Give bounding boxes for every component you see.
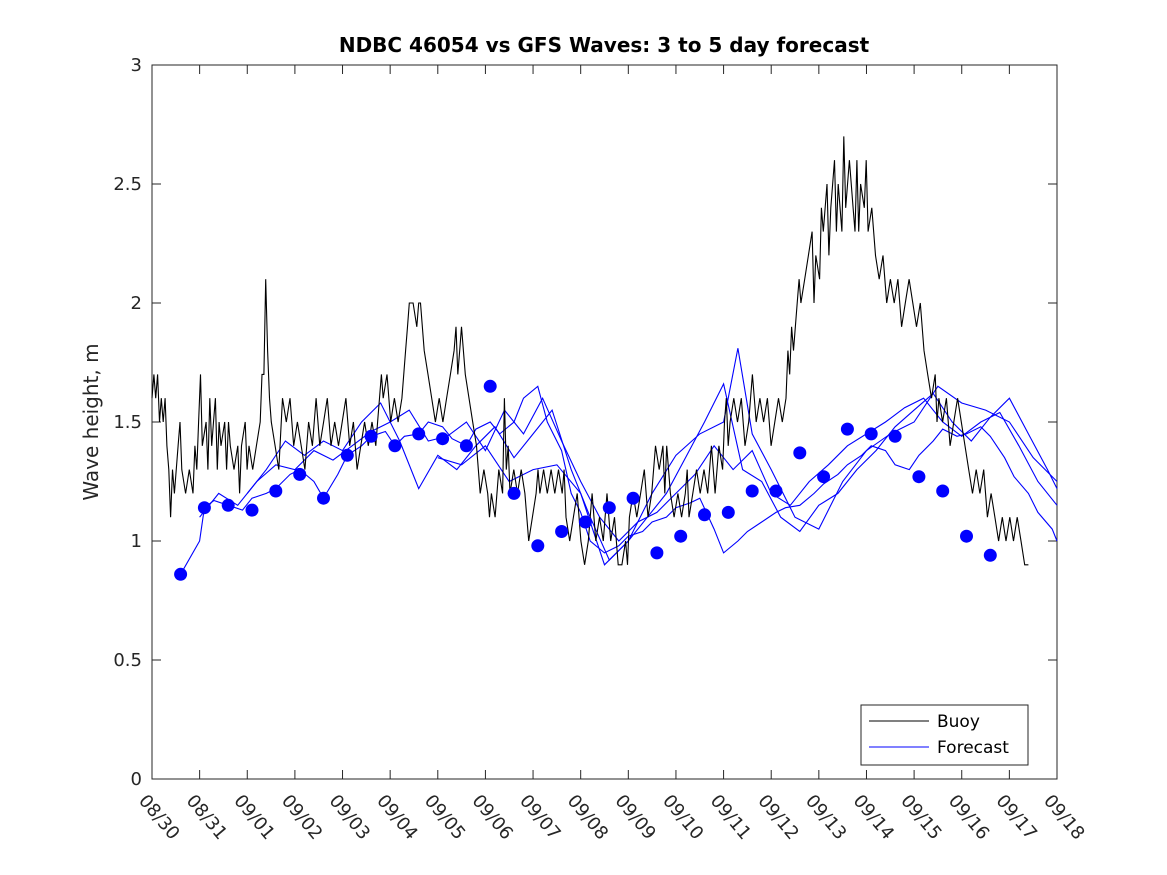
forecast-marker — [459, 439, 473, 453]
forecast-marker — [650, 546, 664, 560]
forecast-marker — [888, 429, 902, 443]
y-tick-label: 2.5 — [113, 174, 142, 195]
forecast-marker — [340, 448, 354, 462]
forecast-marker — [221, 498, 235, 512]
legend-box — [860, 704, 1029, 766]
buoy-line — [151, 136, 1029, 566]
y-tick-label: 1 — [131, 531, 142, 552]
forecast-marker — [269, 484, 283, 498]
forecast-marker — [412, 427, 426, 441]
legend-buoy-label: Buoy — [937, 712, 980, 732]
y-axis-ticks: 0 0.5 1 1.5 2 2.5 3 — [113, 55, 1057, 790]
y-tick-label: 0.5 — [113, 650, 142, 671]
forecast-line — [180, 385, 1058, 575]
forecast-marker — [674, 529, 688, 543]
forecast-marker — [245, 503, 259, 517]
forecast-marker — [817, 470, 831, 484]
legend: Buoy Forecast — [860, 704, 1029, 766]
forecast-marker — [626, 491, 640, 505]
forecast-marker — [531, 539, 545, 553]
forecast-marker — [507, 486, 521, 500]
forecast-marker — [555, 525, 569, 538]
forecast-marker — [960, 529, 973, 543]
forecast-marker — [388, 439, 402, 453]
plot-series — [151, 136, 1058, 581]
legend-forecast-label: Forecast — [937, 738, 1009, 758]
forecast-marker — [745, 484, 759, 498]
y-tick-label: 3 — [131, 55, 142, 76]
y-tick-label: 2 — [131, 293, 142, 314]
forecast-marker — [936, 484, 950, 498]
forecast-marker — [436, 432, 450, 446]
forecast-marker — [293, 467, 307, 481]
forecast-marker — [698, 508, 711, 522]
forecast-marker — [578, 515, 592, 529]
forecast-marker — [793, 446, 807, 460]
y-tick-label: 1.5 — [113, 412, 142, 433]
forecast-line — [437, 348, 1058, 566]
forecast-marker — [769, 484, 783, 498]
buoy-series-line — [151, 136, 1029, 566]
chart-title: NDBC 46054 vs GFS Waves: 3 to 5 day fore… — [339, 33, 870, 57]
forecast-line — [246, 382, 1058, 561]
y-axis-label: Wave height, m — [79, 343, 103, 500]
forecast-marker — [483, 379, 497, 393]
forecast-marker — [983, 548, 997, 562]
y-tick-label: 0 — [131, 769, 142, 790]
forecast-marker — [912, 470, 926, 484]
forecast-marker — [840, 422, 854, 436]
plot-area — [151, 64, 1058, 780]
forecast-marker — [197, 501, 211, 515]
forecast-marker — [174, 567, 188, 581]
forecast-markers — [174, 379, 997, 581]
forecast-marker — [602, 501, 616, 515]
forecast-marker — [864, 427, 878, 441]
forecast-marker — [721, 505, 735, 519]
forecast-marker — [364, 429, 378, 443]
forecast-marker — [317, 491, 330, 505]
